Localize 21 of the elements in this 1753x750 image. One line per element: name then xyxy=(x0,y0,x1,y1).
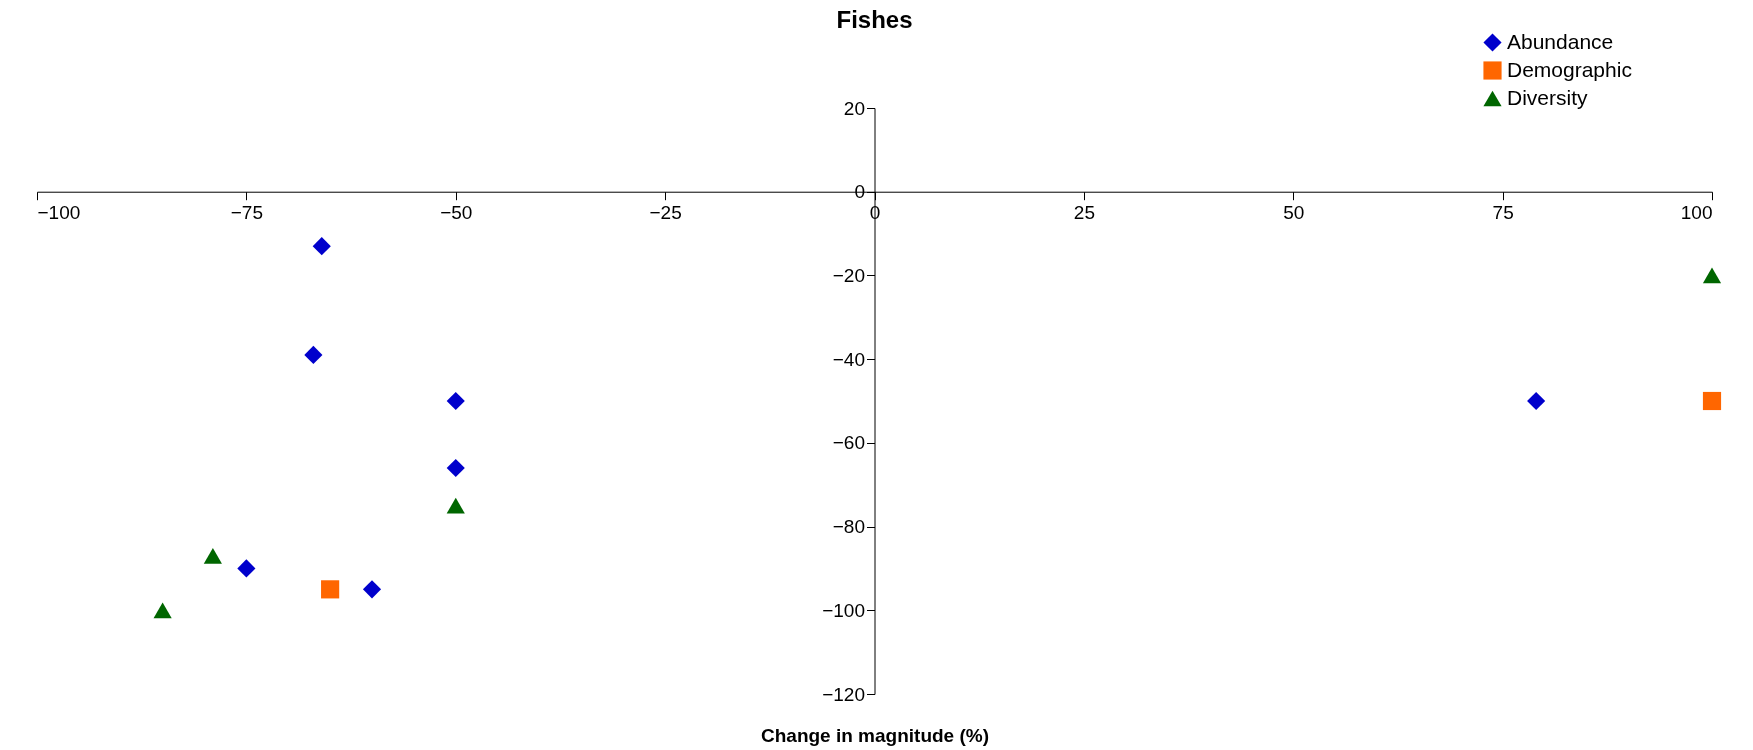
y-tick-label: −60 xyxy=(832,432,865,454)
legend-label: Abundance xyxy=(1507,29,1614,53)
y-tick-label: −120 xyxy=(822,683,865,705)
x-tick-label: 25 xyxy=(1073,202,1095,224)
x-tick-label: −25 xyxy=(649,202,682,224)
x-tick-label: −50 xyxy=(440,202,473,224)
y-tick-label: −80 xyxy=(832,516,865,538)
x-tick-label: −100 xyxy=(37,202,81,224)
x-tick-label: 75 xyxy=(1492,202,1514,224)
chart-title: Fishes xyxy=(836,6,913,33)
y-tick-label: −40 xyxy=(832,348,865,370)
x-tick-label: 50 xyxy=(1283,202,1305,224)
x-axis-title: Change in magnitude (%) xyxy=(761,724,989,746)
legend-label: Demographic xyxy=(1507,57,1632,81)
y-tick-label: 20 xyxy=(843,97,865,119)
x-tick-label: −75 xyxy=(230,202,263,224)
legend-label: Diversity xyxy=(1507,85,1588,109)
y-tick-label: −20 xyxy=(832,264,865,286)
x-tick-label: 0 xyxy=(869,202,881,224)
x-tick-label: 100 xyxy=(1680,202,1713,224)
y-tick-label: −100 xyxy=(822,599,865,621)
